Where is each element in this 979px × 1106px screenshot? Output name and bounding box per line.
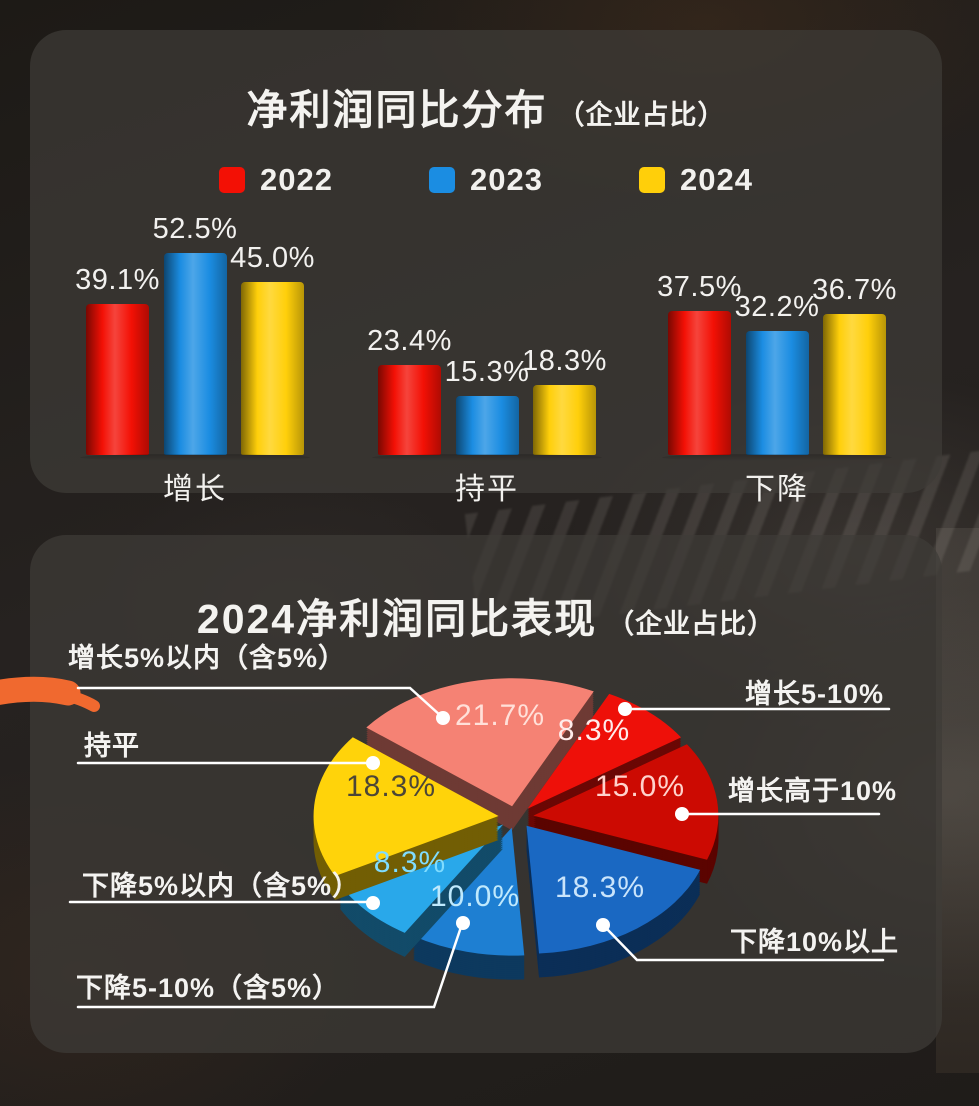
- legend-item-2023: 2023: [429, 162, 543, 198]
- bar-chart-title: 净利润同比分布 （企业占比）: [30, 30, 942, 136]
- pie-label-decline-within-5: 下降5%以内（含5%）: [82, 871, 361, 901]
- bar-2022-持平: [378, 365, 441, 455]
- legend-label-2022: 2022: [260, 162, 334, 197]
- pie-pct-growth-within-5: 21.7%: [454, 699, 546, 732]
- bar-2023-下降: [745, 331, 809, 455]
- bar-value-label: 15.3%: [444, 356, 530, 388]
- legend-item-2024: 2024: [638, 162, 753, 198]
- pie-pct-flat: 18.3%: [345, 770, 437, 803]
- bar-value-label: 52.5%: [152, 213, 238, 245]
- bar-2023-持平: [455, 396, 519, 455]
- legend-swatch-2023: [429, 167, 456, 193]
- bar-2022-下降: [668, 311, 731, 455]
- bar-value-label: 39.1%: [75, 264, 160, 296]
- bar-2024-持平: [533, 385, 596, 455]
- bar-group-1: 39.1% 52.5% 45.0% 增长: [75, 30, 314, 506]
- bar-group-2: 23.4% 15.3% 18.3% 持平: [367, 30, 606, 506]
- pie-chart-title-suffix: （企业占比）: [607, 609, 776, 639]
- bar-chart-card: 净利润同比分布 （企业占比） 2022 2023 2024 39.1% 52.5%…: [30, 30, 942, 506]
- legend: 2022 2023 2024: [30, 162, 942, 198]
- pie-chart-title-text: 2024净利润同比表现: [196, 596, 598, 642]
- pie-label-decline-5-10: 下降5-10%（含5%）: [76, 973, 341, 1003]
- bar-chart: 39.1% 52.5% 45.0% 增长 23.4% 15.3% 18.3% 持平 37.5% 3…: [30, 30, 942, 506]
- legend-label-2024: 2024: [679, 162, 753, 197]
- pie-label-growth-5-10: 增长5-10%: [745, 679, 885, 709]
- legend-swatch-2022: [219, 167, 246, 193]
- bar-chart-title-suffix: （企业占比）: [557, 100, 726, 130]
- bar-2024-下降: [823, 314, 886, 455]
- pie-pct-growth-5-10: 8.3%: [557, 714, 631, 747]
- pie-label-decline-over-10: 下降10%以上: [730, 927, 900, 957]
- pie-label-flat: 持平: [84, 731, 140, 761]
- bar-category-label: 增长: [163, 473, 227, 506]
- bar-2024-增长: [241, 282, 304, 455]
- bar-group-3: 37.5% 32.2% 36.7% 下降: [657, 30, 896, 506]
- bar-value-label: 45.0%: [230, 242, 315, 274]
- bar-chart-title-text: 净利润同比分布: [246, 87, 548, 133]
- bar-category-label: 下降: [745, 473, 809, 506]
- pie-pct-decline-over-10: 18.3%: [554, 871, 646, 904]
- legend-label-2023: 2023: [470, 162, 543, 197]
- bar-2023-增长: [163, 253, 227, 455]
- legend-item-2022: 2022: [219, 162, 333, 198]
- bar-value-label: 37.5%: [657, 271, 742, 303]
- bar-value-label: 32.2%: [734, 291, 820, 323]
- bar-category-label: 持平: [455, 473, 519, 506]
- bar-value-label: 18.3%: [522, 345, 607, 377]
- pie-chart-title: 2024净利润同比表现 （企业占比）: [30, 535, 942, 645]
- background-money-photo-edge: [936, 528, 979, 1073]
- legend-swatch-2024: [638, 167, 665, 193]
- bar-2022-增长: [86, 304, 149, 455]
- pie-pct-decline-within-5: 8.3%: [373, 846, 447, 879]
- pie-pct-growth-over-10: 15.0%: [594, 770, 686, 803]
- bar-value-label: 23.4%: [367, 325, 452, 357]
- pie-label-growth-over-10: 增长高于10%: [728, 776, 898, 806]
- bar-value-label: 36.7%: [812, 274, 897, 306]
- pie-pct-decline-5-10: 10.0%: [429, 880, 521, 913]
- pie-label-growth-within-5: 增长5%以内（含5%）: [68, 643, 347, 673]
